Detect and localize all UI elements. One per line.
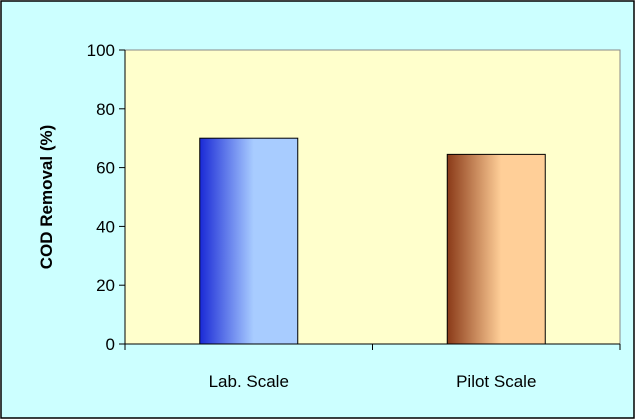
bar-pilot-scale <box>446 153 546 345</box>
bars <box>199 137 546 345</box>
y-tick-label: 80 <box>96 100 115 119</box>
x-tick-label: Lab. Scale <box>209 372 289 391</box>
x-tick-labels: Lab. Scale Pilot Scale <box>209 372 537 391</box>
y-tick-label: 0 <box>106 335 115 354</box>
bar-lab-scale <box>199 137 299 345</box>
y-tick-label: 40 <box>96 217 115 236</box>
y-tick-label: 20 <box>96 276 115 295</box>
x-tick-label: Pilot Scale <box>456 372 536 391</box>
y-tick-label: 60 <box>96 159 115 178</box>
y-axis: 0 20 40 60 80 100 <box>87 41 126 354</box>
y-axis-title: COD Removal (%) <box>37 125 56 270</box>
y-tick-label: 100 <box>87 41 115 60</box>
